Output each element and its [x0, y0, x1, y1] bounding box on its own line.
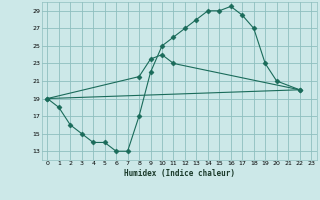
X-axis label: Humidex (Indice chaleur): Humidex (Indice chaleur): [124, 169, 235, 178]
